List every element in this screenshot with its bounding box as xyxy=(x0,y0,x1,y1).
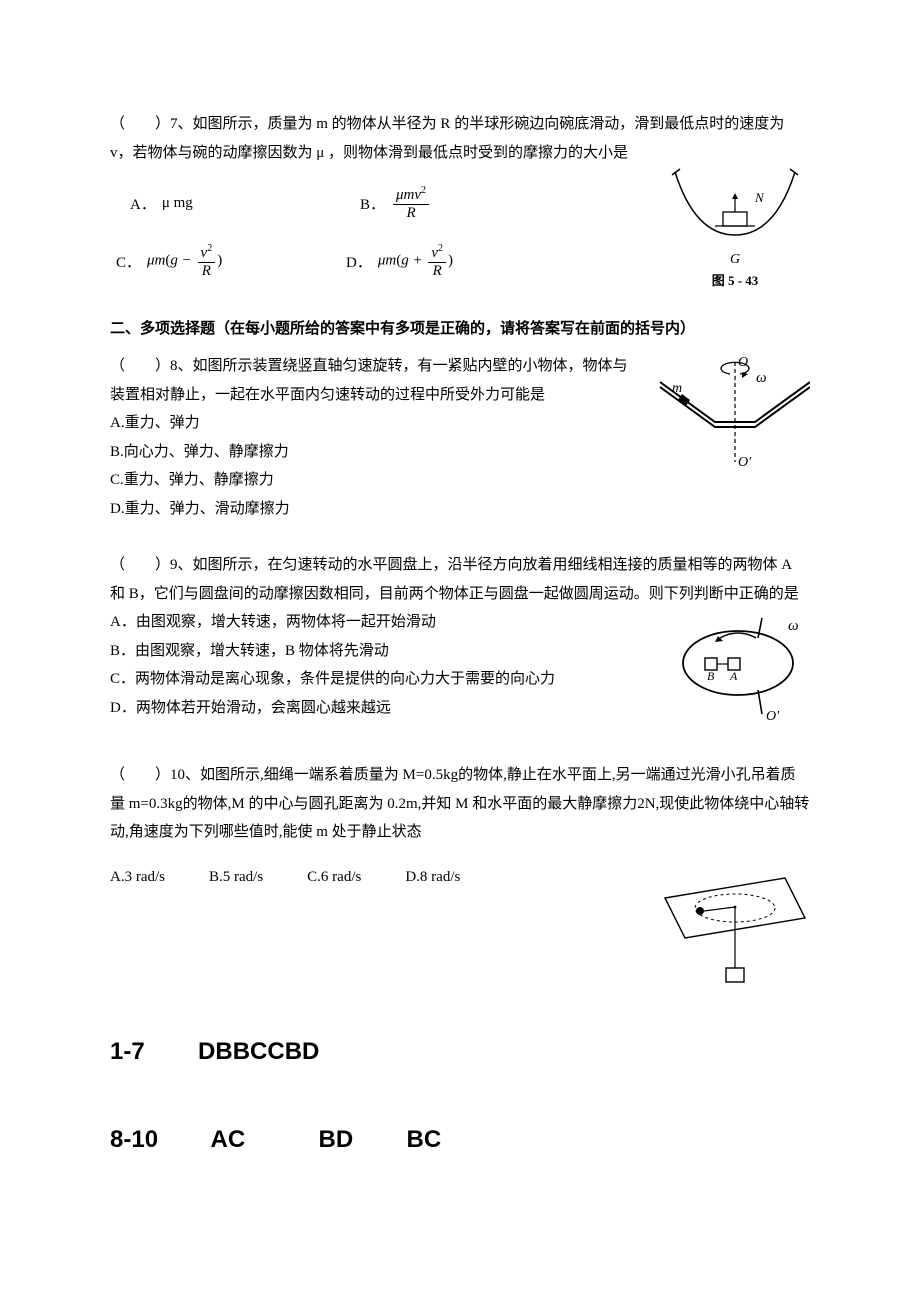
q7-figure: N G 图 5 - 43 xyxy=(660,167,810,289)
q10-options: A.3 rad/s B.5 rad/s C.6 rad/s D.8 rad/s xyxy=(110,863,626,892)
q7-options-and-figure: A． μ mg B． μmv2 R xyxy=(110,167,810,289)
fig-caption: 图 5 - 43 xyxy=(660,270,810,289)
ans2-b: BD xyxy=(319,1126,354,1153)
q9-stem: （ ）9、如图所示，在匀速转动的水平圆盘上，沿半径方向放着用细线相连接的质量相等… xyxy=(110,551,810,608)
q7-prefix: （ ）7、 xyxy=(110,116,193,132)
q7-options: A． μ mg B． μmv2 R xyxy=(110,167,646,287)
question-7: （ ）7、如图所示，质量为 m 的物体从半径为 R 的半球形碗边向碗底滑动，滑到… xyxy=(110,110,810,289)
label-N: N xyxy=(754,190,765,205)
question-8: （ ）8、如图所示装置绕竖直轴匀速旋转，有一紧贴内壁的小物体，物体与装置相对静止… xyxy=(110,352,810,523)
close-paren: ) xyxy=(448,252,453,268)
close-paren: ) xyxy=(217,252,222,268)
q9-optA: A．由图观察，增大转速，两物体将一起开始滑动 xyxy=(110,608,656,637)
q7-optC-body: μm(g − v2 R ) xyxy=(147,243,222,279)
q7-optB-body: μmv2 R xyxy=(391,185,431,221)
section-2-heading: 二、多项选择题（在每小题所给的答案中有多项是正确的，请将答案写在前面的括号内） xyxy=(110,317,810,338)
disk-icon: ω B A O′ xyxy=(670,608,810,728)
label-G: G xyxy=(660,252,810,268)
q10-optB: B.5 rad/s xyxy=(209,863,263,892)
page: （ ）7、如图所示，质量为 m 的物体从半径为 R 的半球形碗边向碗底滑动，滑到… xyxy=(0,0,920,1214)
q10-optA: A.3 rad/s xyxy=(110,863,165,892)
label-Op: O′ xyxy=(738,455,752,470)
q7-optB: B． μmv2 R xyxy=(360,185,431,221)
q8-text-col: （ ）8、如图所示装置绕竖直轴匀速旋转，有一紧贴内壁的小物体，物体与装置相对静止… xyxy=(110,352,636,523)
q8-optB: B.向心力、弹力、静摩擦力 xyxy=(110,438,636,467)
ans1-right: DBBCCBD xyxy=(198,1038,319,1065)
funnel-icon: O O′ ω m xyxy=(650,352,810,472)
q7-options-row2: C． μm(g − v2 R ) D． μm(g + xyxy=(110,243,646,279)
label-m: m xyxy=(672,381,682,396)
table-hole-icon xyxy=(640,863,810,993)
q10-optC: C.6 rad/s xyxy=(307,863,361,892)
q8-optD: D.重力、弹力、滑动摩擦力 xyxy=(110,495,636,524)
question-10: （ ）10、如图所示,细绳一端系着质量为 M=0.5kg的物体,静止在水平面上,… xyxy=(110,761,810,998)
q8-optA: A.重力、弹力 xyxy=(110,409,636,438)
den-text: R xyxy=(428,263,446,280)
q7-optA-body: μ mg xyxy=(162,195,193,212)
den-text: R xyxy=(393,205,429,222)
q10-options-and-figure: A.3 rad/s B.5 rad/s C.6 rad/s D.8 rad/s xyxy=(110,863,810,998)
q9-optD: D．两物体若开始滑动，会离圆心越来越远 xyxy=(110,694,656,723)
q9-options: A．由图观察，增大转速，两物体将一起开始滑动 B．由图观察，增大转速，B 物体将… xyxy=(110,608,656,722)
bowl-icon: N xyxy=(660,167,810,247)
ans2-a: AC xyxy=(211,1126,246,1153)
question-9: （ ）9、如图所示，在匀速转动的水平圆盘上，沿半径方向放着用细线相连接的质量相等… xyxy=(110,551,810,733)
q7-stem: （ ）7、如图所示，质量为 m 的物体从半径为 R 的半球形碗边向碗底滑动，滑到… xyxy=(110,110,810,167)
q7-options-row1: A． μ mg B． μmv2 R xyxy=(110,185,646,221)
q9-optB: B．由图观察，增大转速，B 物体将先滑动 xyxy=(110,637,656,666)
q10-figure xyxy=(640,863,810,998)
ans1-left: 1-7 xyxy=(110,1038,145,1065)
fraction: v2 R xyxy=(428,243,446,279)
g-plus: g + xyxy=(401,252,422,268)
label-A: A xyxy=(729,669,738,683)
mu-m: μm xyxy=(378,252,396,268)
q7-optD-body: μm(g + v2 R ) xyxy=(378,243,453,279)
answers-line2: 8-10 AC BD BC xyxy=(110,1126,810,1154)
q9-text: 如图所示，在匀速转动的水平圆盘上，沿半径方向放着用细线相连接的质量相等的两物体 … xyxy=(110,557,799,602)
fraction: μmv2 R xyxy=(393,185,429,221)
q8-body: （ ）8、如图所示装置绕竖直轴匀速旋转，有一紧贴内壁的小物体，物体与装置相对静止… xyxy=(110,352,810,523)
q10-prefix: （ ）10、 xyxy=(110,767,200,783)
q10-stem: （ ）10、如图所示,细绳一端系着质量为 M=0.5kg的物体,静止在水平面上,… xyxy=(110,761,810,847)
q7-optB-prefix: B． xyxy=(360,193,385,214)
label-Op: O′ xyxy=(766,709,780,724)
q8-optC: C.重力、弹力、静摩擦力 xyxy=(110,466,636,495)
q8-prefix: （ ）8、 xyxy=(110,358,193,374)
q8-figure: O O′ ω m xyxy=(650,352,810,477)
q7-optA: A． μ mg xyxy=(110,193,360,214)
q9-optC: C．两物体滑动是离心现象，条件是提供的向心力大于需要的向心力 xyxy=(110,665,656,694)
answers-block: 1-7 DBBCCBD 8-10 AC BD BC xyxy=(110,1038,810,1154)
q9-options-and-figure: A．由图观察，增大转速，两物体将一起开始滑动 B．由图观察，增大转速，B 物体将… xyxy=(110,608,810,733)
mu-m: μm xyxy=(147,252,165,268)
answers-line1: 1-7 DBBCCBD xyxy=(110,1038,810,1066)
ans2-c: BC xyxy=(407,1126,442,1153)
q7-optD: D． μm(g + v2 R ) xyxy=(346,243,453,279)
label-w: ω xyxy=(756,370,767,386)
q7-text: 如图所示，质量为 m 的物体从半径为 R 的半球形碗边向碗底滑动，滑到最低点时的… xyxy=(110,116,784,161)
q10-text: 如图所示,细绳一端系着质量为 M=0.5kg的物体,静止在水平面上,另一端通过光… xyxy=(110,767,809,840)
g-minus: g − xyxy=(170,252,191,268)
label-w: ω xyxy=(788,618,799,634)
fraction: v2 R xyxy=(198,243,216,279)
ans2-left: 8-10 xyxy=(110,1126,158,1153)
q7-optC: C． μm(g − v2 R ) xyxy=(110,243,346,279)
num-text: μmv xyxy=(396,187,421,203)
q7-optD-prefix: D． xyxy=(346,251,372,272)
label-B: B xyxy=(707,669,715,683)
q10-optD: D.8 rad/s xyxy=(405,863,460,892)
q9-figure: ω B A O′ xyxy=(670,608,810,733)
q7-optA-prefix: A． xyxy=(130,193,156,214)
num-text: v xyxy=(431,245,438,261)
q7-optC-prefix: C． xyxy=(116,251,141,272)
den-text: R xyxy=(198,263,216,280)
q9-prefix: （ ）9、 xyxy=(110,557,193,573)
